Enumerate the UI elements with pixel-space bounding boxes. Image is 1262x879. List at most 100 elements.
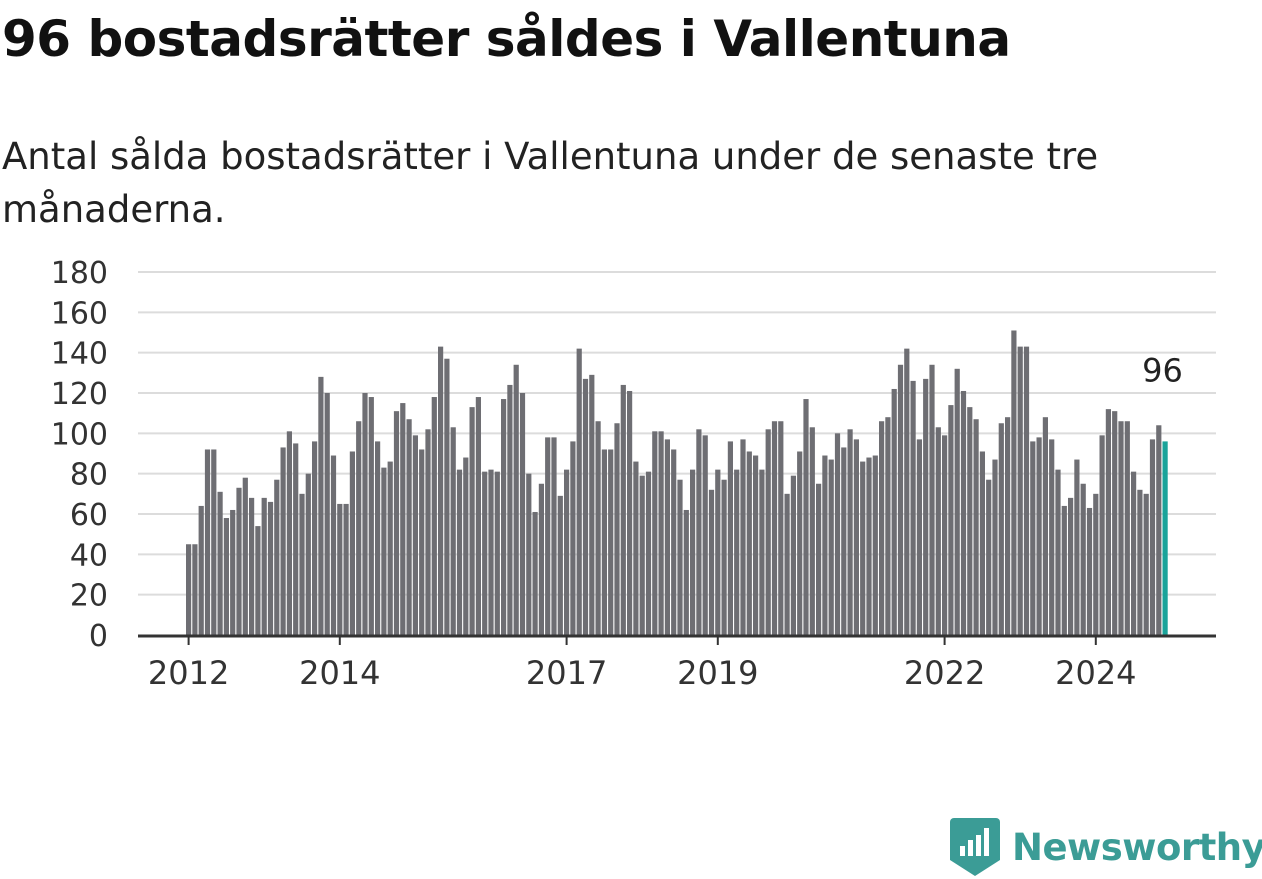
bar	[715, 469, 721, 635]
bar	[557, 495, 563, 635]
bar	[368, 397, 374, 635]
bar	[734, 469, 740, 635]
y-tick-label: 80	[70, 458, 108, 493]
bar	[1105, 409, 1111, 635]
bar	[532, 511, 538, 635]
bar	[551, 437, 557, 635]
y-tick-label: 160	[51, 296, 108, 331]
x-tick-label: 2024	[1055, 654, 1136, 692]
bar	[1074, 459, 1080, 635]
bar	[261, 497, 267, 635]
bar	[740, 439, 746, 635]
bar	[1017, 346, 1023, 635]
bar	[765, 429, 771, 635]
bar	[778, 421, 784, 635]
bar	[822, 455, 828, 635]
bar	[759, 469, 765, 635]
y-tick-label: 140	[51, 337, 108, 372]
bar	[916, 439, 922, 635]
bar	[1055, 469, 1061, 635]
bar	[582, 378, 589, 635]
bar	[456, 469, 463, 635]
bar	[872, 455, 878, 635]
x-tick-label: 2022	[904, 654, 985, 692]
bar	[841, 447, 847, 635]
bar	[242, 477, 248, 635]
bar	[526, 473, 532, 635]
bar	[986, 479, 992, 635]
bar	[671, 449, 677, 635]
bar	[696, 429, 702, 635]
bar	[280, 447, 286, 635]
bar	[501, 399, 507, 635]
bar	[967, 407, 973, 635]
bar	[444, 358, 450, 635]
bar	[910, 380, 916, 635]
bar	[211, 449, 217, 635]
latest-value-label: 96	[1142, 351, 1183, 389]
bar	[790, 475, 796, 635]
y-tick-label: 40	[70, 538, 108, 573]
bar	[753, 455, 759, 635]
bar-latest	[1162, 441, 1168, 635]
bar	[494, 471, 500, 635]
bar	[381, 467, 387, 635]
bar	[658, 431, 664, 635]
bar	[601, 449, 607, 635]
bar-chart-badge-icon	[950, 818, 1000, 876]
bar	[513, 364, 519, 635]
bar	[393, 411, 400, 635]
bar	[595, 421, 601, 635]
bar	[293, 443, 299, 635]
bar	[425, 429, 431, 635]
bar	[545, 437, 551, 635]
bar	[847, 429, 853, 635]
bar	[891, 388, 897, 635]
bar	[576, 348, 582, 635]
bar	[998, 423, 1004, 635]
bar	[507, 384, 513, 635]
bar	[639, 475, 645, 635]
bar	[419, 449, 425, 635]
bar	[897, 364, 904, 635]
bar	[690, 469, 696, 635]
bar	[406, 419, 412, 635]
x-tick-label: 2019	[677, 654, 758, 692]
bar	[1099, 435, 1105, 635]
bar	[1143, 493, 1149, 635]
bar	[387, 461, 393, 635]
bar	[1131, 471, 1137, 635]
bar	[236, 487, 242, 635]
bar	[469, 407, 475, 635]
bar	[299, 493, 305, 635]
bar	[589, 374, 595, 635]
bar	[255, 526, 261, 635]
bar	[1011, 330, 1017, 635]
bar	[746, 451, 752, 635]
bar	[1042, 417, 1048, 635]
bar	[223, 518, 229, 635]
bar	[1068, 497, 1074, 635]
chart-title: 96 bostadsrätter såldes i Vallentuna	[2, 10, 1011, 68]
bar	[677, 479, 683, 635]
bar	[217, 491, 223, 635]
bar	[816, 483, 822, 635]
bar	[664, 439, 670, 635]
bars	[186, 330, 1168, 635]
bar	[904, 348, 910, 635]
bar	[482, 471, 488, 635]
bar	[1023, 346, 1030, 635]
bar	[923, 378, 929, 635]
chart-subtitle: Antal sålda bostadsrätter i Vallentuna u…	[2, 135, 1099, 231]
bar	[1156, 425, 1162, 635]
bar	[721, 479, 727, 635]
x-tick-label: 2014	[299, 654, 380, 692]
bar	[708, 489, 715, 635]
bar	[935, 427, 941, 635]
bar	[1036, 437, 1042, 635]
y-tick-label: 180	[51, 256, 108, 291]
bar	[973, 419, 979, 635]
bar	[249, 497, 255, 635]
bar	[727, 441, 733, 635]
bar	[797, 451, 803, 635]
